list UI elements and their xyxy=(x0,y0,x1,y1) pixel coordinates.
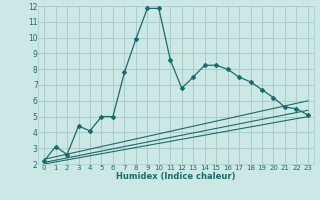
X-axis label: Humidex (Indice chaleur): Humidex (Indice chaleur) xyxy=(116,172,236,181)
